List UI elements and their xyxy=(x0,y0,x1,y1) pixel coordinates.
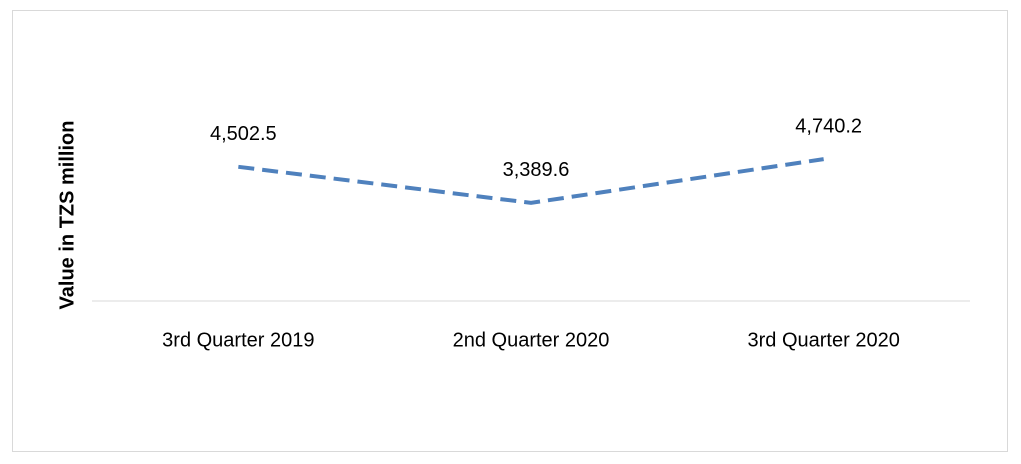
data-label: 3,389.6 xyxy=(503,159,570,181)
data-label: 4,740.2 xyxy=(795,115,862,137)
x-tick-label: 3rd Quarter 2020 xyxy=(748,329,900,351)
data-line xyxy=(238,157,824,205)
x-tick-label: 2nd Quarter 2020 xyxy=(453,329,610,351)
x-tick-label: 3rd Quarter 2019 xyxy=(162,329,314,351)
y-axis-label: Value in TZS million xyxy=(56,121,78,310)
data-label: 4,502.5 xyxy=(210,123,277,145)
chart-frame xyxy=(12,10,1008,452)
